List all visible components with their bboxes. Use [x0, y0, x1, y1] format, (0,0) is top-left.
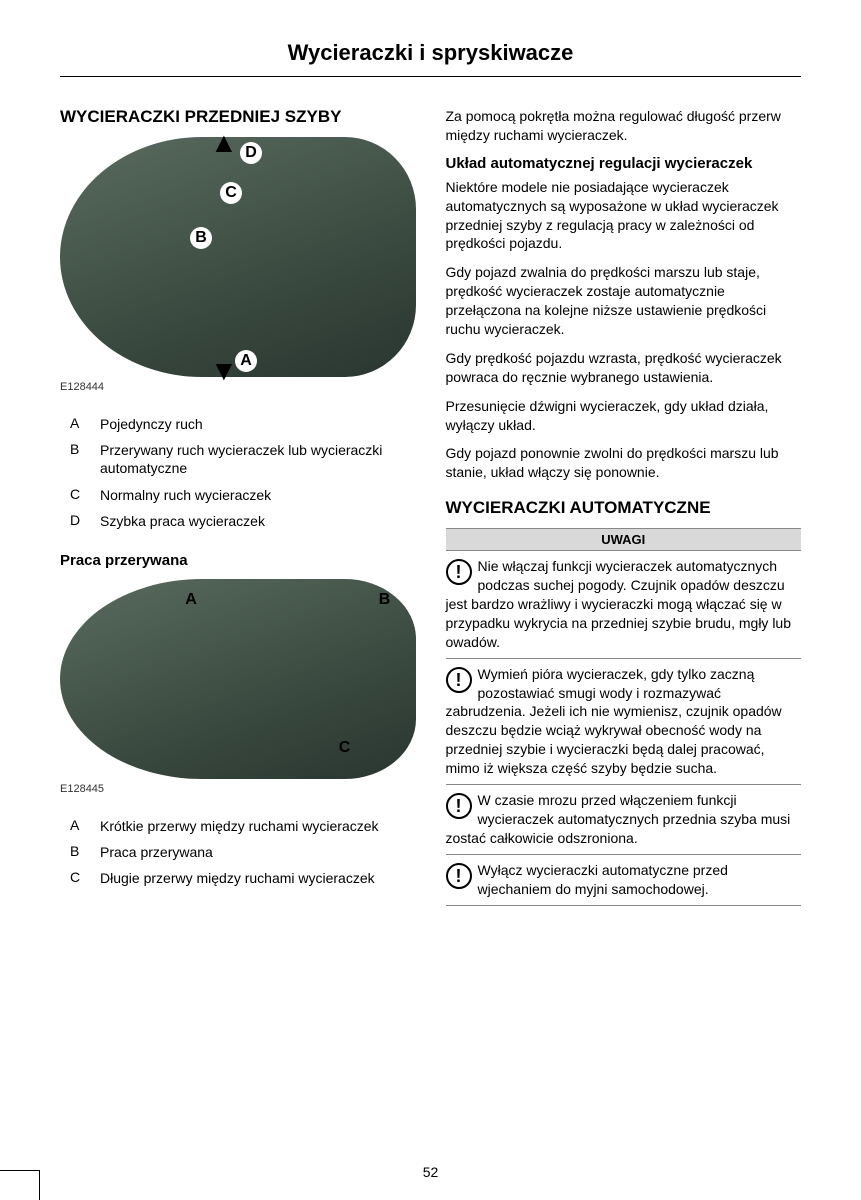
fig1-label-b: B: [190, 227, 212, 249]
definition-key: A: [60, 817, 100, 835]
definitions-1: APojedynczy ruchBPrzerywany ruch wyciera…: [60, 407, 416, 538]
definition-value: Długie przerwy między ruchami wycieracze…: [100, 869, 379, 887]
definition-key: D: [60, 512, 100, 530]
fig1-label-d: D: [240, 142, 262, 164]
notice-item: !W czasie mrozu przed włączeniem funkcji…: [446, 791, 802, 855]
heading-intermittent: Praca przerywana: [60, 552, 416, 569]
fig1-label-c: C: [220, 182, 242, 204]
definition-value: Normalny ruch wycieraczek: [100, 486, 416, 504]
figure-1: ▲ ▼ D C B A: [60, 137, 416, 377]
warning-icon: !: [446, 667, 472, 693]
definition-row: DSzybka praca wycieraczek: [60, 512, 416, 530]
arrow-up-icon: ▲: [210, 127, 238, 159]
warning-icon: !: [446, 793, 472, 819]
definition-value: Przerywany ruch wycieraczek lub wycierac…: [100, 441, 416, 477]
notice-item: !Nie włączaj funkcji wycieraczek automat…: [446, 557, 802, 658]
page-title: Wycieraczki i spryskiwacze: [60, 40, 801, 77]
page-corner: [0, 1170, 40, 1200]
fig1-label-a: A: [235, 350, 257, 372]
warning-icon: !: [446, 559, 472, 585]
figure-2: A B C: [60, 579, 416, 779]
definition-key: B: [60, 843, 100, 861]
para-4: Gdy prędkość pojazdu wzrasta, prędkość w…: [446, 349, 802, 387]
fig2-label-b: B: [374, 589, 396, 611]
definition-value: Praca przerywana: [100, 843, 379, 861]
heading-auto-wipers: WYCIERACZKI AUTOMATYCZNE: [446, 498, 802, 518]
heading-wipers-front: WYCIERACZKI PRZEDNIEJ SZYBY: [60, 107, 416, 127]
definition-value: Szybka praca wycieraczek: [100, 512, 416, 530]
heading-auto-regulation: Układ automatycznej regulacji wycieracze…: [446, 155, 802, 172]
right-column: Za pomocą pokrętła można regulować długo…: [446, 107, 802, 912]
para-6: Gdy pojazd ponownie zwolni do prędkości …: [446, 444, 802, 482]
definition-row: BPraca przerywana: [60, 843, 379, 861]
notices-list: !Nie włączaj funkcji wycieraczek automat…: [446, 557, 802, 905]
definitions-2: AKrótkie przerwy między ruchami wycierac…: [60, 809, 379, 896]
para-intro: Za pomocą pokrętła można regulować długo…: [446, 107, 802, 145]
definition-key: B: [60, 441, 100, 477]
notice-item: !Wyłącz wycieraczki automatyczne przed w…: [446, 861, 802, 906]
definition-key: C: [60, 486, 100, 504]
fig2-label-a: A: [180, 589, 202, 611]
definition-key: C: [60, 869, 100, 887]
figure-2-caption: E128445: [60, 783, 416, 795]
definition-row: CNormalny ruch wycieraczek: [60, 486, 416, 504]
arrow-down-icon: ▼: [210, 355, 238, 387]
para-5: Przesunięcie dźwigni wycieraczek, gdy uk…: [446, 397, 802, 435]
definition-row: BPrzerywany ruch wycieraczek lub wyciera…: [60, 441, 416, 477]
para-3: Gdy pojazd zwalnia do prędkości marszu l…: [446, 263, 802, 339]
figure-1-caption: E128444: [60, 381, 416, 393]
warning-icon: !: [446, 863, 472, 889]
definition-value: Pojedynczy ruch: [100, 415, 416, 433]
para-2: Niektóre modele nie posiadające wycierac…: [446, 178, 802, 254]
page-number: 52: [0, 1164, 861, 1180]
content-columns: WYCIERACZKI PRZEDNIEJ SZYBY ▲ ▼ D C B A …: [60, 107, 801, 912]
definition-value: Krótkie przerwy między ruchami wycieracz…: [100, 817, 379, 835]
definition-key: A: [60, 415, 100, 433]
definition-row: APojedynczy ruch: [60, 415, 416, 433]
definition-row: AKrótkie przerwy między ruchami wycierac…: [60, 817, 379, 835]
notice-header: UWAGI: [446, 528, 802, 551]
notice-item: !Wymień pióra wycieraczek, gdy tylko zac…: [446, 665, 802, 785]
definition-row: CDługie przerwy między ruchami wycieracz…: [60, 869, 379, 887]
fig2-label-c: C: [334, 737, 356, 759]
left-column: WYCIERACZKI PRZEDNIEJ SZYBY ▲ ▼ D C B A …: [60, 107, 416, 912]
